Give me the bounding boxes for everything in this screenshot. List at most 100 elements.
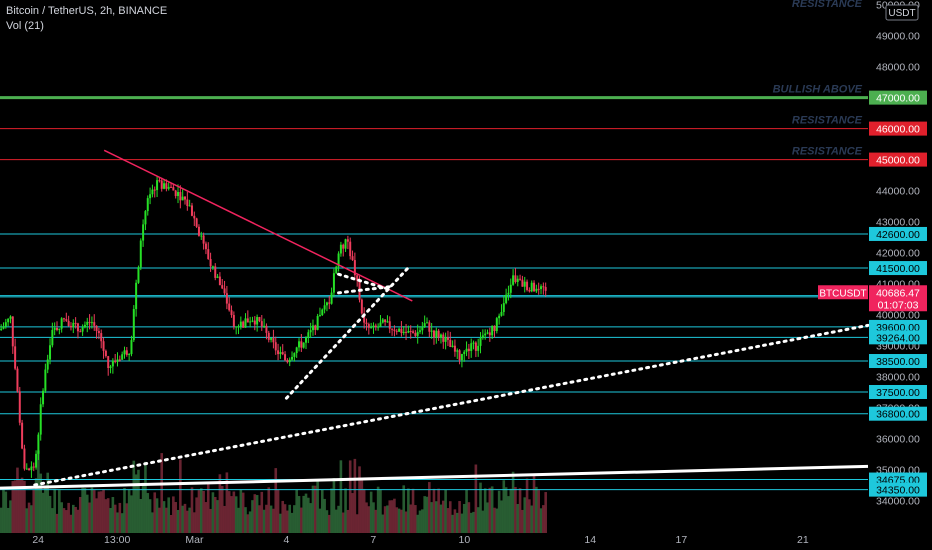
x-tick-label: 24 bbox=[32, 534, 44, 546]
top-resistance-annotation: RESISTANCE bbox=[792, 0, 863, 10]
current-price-tag bbox=[869, 285, 927, 312]
x-tick-label: 21 bbox=[797, 534, 809, 546]
candle-body bbox=[18, 391, 21, 423]
volume-bar bbox=[183, 503, 187, 533]
volume-bar bbox=[232, 491, 236, 533]
candle-body bbox=[79, 331, 82, 333]
level-tag-label: 45000.00 bbox=[876, 155, 920, 167]
volume-bar bbox=[293, 505, 296, 533]
candle-body bbox=[121, 354, 124, 360]
time-axis[interactable]: 24 13:00 Mar 4 7 10 14 17 21 bbox=[32, 534, 809, 546]
volume-bar bbox=[20, 477, 24, 533]
volume-bar bbox=[11, 481, 15, 533]
volume-bar bbox=[2, 488, 5, 533]
volume-bar bbox=[290, 512, 294, 533]
volume-bar bbox=[481, 510, 485, 533]
volume-bar bbox=[453, 509, 457, 533]
candle-body bbox=[107, 356, 110, 368]
volume-bar bbox=[511, 471, 515, 533]
candle-body bbox=[35, 453, 38, 468]
candle-body bbox=[493, 325, 496, 332]
volume-bar bbox=[60, 502, 63, 533]
candle-body bbox=[277, 350, 280, 355]
candle-body bbox=[442, 334, 445, 342]
volume-bar bbox=[125, 503, 129, 533]
candle-body bbox=[49, 345, 52, 360]
trendline bbox=[0, 464, 869, 490]
volume-bar bbox=[355, 514, 359, 533]
volume-bar bbox=[428, 482, 431, 533]
volume-bar bbox=[262, 509, 266, 533]
volume-bar bbox=[421, 509, 424, 533]
candle-body bbox=[439, 334, 442, 338]
volume-bar bbox=[320, 489, 324, 533]
candle-body bbox=[53, 327, 56, 330]
candle-body bbox=[453, 345, 456, 352]
candle-body bbox=[153, 189, 156, 191]
volume-bar bbox=[137, 469, 140, 533]
candle-body bbox=[183, 196, 186, 200]
candle-body bbox=[21, 422, 24, 449]
candle-body bbox=[90, 322, 93, 324]
level-tag bbox=[869, 226, 927, 241]
volume-bar bbox=[148, 499, 152, 533]
volume-bar bbox=[260, 491, 264, 533]
volume-bar bbox=[300, 507, 303, 533]
volume-bar bbox=[71, 504, 75, 533]
candle-body bbox=[298, 341, 301, 348]
candle-body bbox=[377, 326, 380, 328]
candle-body bbox=[330, 292, 333, 304]
candle-body bbox=[177, 192, 180, 197]
volume-bar bbox=[521, 509, 524, 533]
candle-body bbox=[132, 309, 135, 341]
level-tag-label: 38500.00 bbox=[876, 356, 920, 368]
candle-body bbox=[95, 325, 98, 332]
volume-bar bbox=[337, 505, 340, 533]
currency-badge-label: USDT bbox=[888, 8, 915, 19]
volume-bar bbox=[239, 489, 243, 533]
candle-body bbox=[288, 359, 291, 363]
candle-body bbox=[498, 315, 501, 319]
volume-bar bbox=[414, 505, 417, 533]
candle-body bbox=[267, 332, 270, 340]
volume-bar bbox=[255, 495, 259, 533]
candle-body bbox=[232, 315, 235, 327]
volume-bar bbox=[104, 499, 108, 533]
candle-body bbox=[370, 327, 373, 329]
candle-body bbox=[467, 348, 470, 352]
volume-bar bbox=[213, 496, 217, 533]
volume-bar bbox=[446, 508, 450, 533]
candle-body bbox=[9, 316, 12, 319]
candle-body bbox=[474, 342, 477, 351]
volume-bar bbox=[76, 509, 80, 533]
level-tag-label: 39264.00 bbox=[876, 332, 920, 344]
candle-body bbox=[163, 183, 166, 189]
volume-bar bbox=[351, 493, 354, 533]
candle-body bbox=[139, 240, 142, 268]
candle-body bbox=[519, 278, 522, 280]
candle-body bbox=[446, 337, 449, 340]
level-annotation: RESISTANCE bbox=[792, 146, 863, 158]
candle-body bbox=[225, 293, 228, 304]
candle-body bbox=[465, 348, 468, 352]
volume-bar bbox=[514, 486, 517, 533]
candle-body bbox=[195, 218, 198, 227]
volume-bar bbox=[472, 511, 475, 533]
volume-bar bbox=[307, 497, 310, 533]
candle-body bbox=[458, 350, 461, 361]
candle-body bbox=[160, 180, 163, 189]
candle-body bbox=[118, 359, 121, 361]
candle-body bbox=[502, 303, 505, 312]
candle-body bbox=[4, 322, 7, 327]
candle-body bbox=[449, 339, 452, 347]
y-tick-label: 38000.00 bbox=[876, 372, 920, 384]
volume-bar bbox=[202, 491, 205, 533]
candle-body bbox=[235, 326, 238, 328]
candle-body bbox=[381, 319, 384, 323]
volume-bar bbox=[474, 464, 478, 533]
candle-body bbox=[25, 468, 28, 470]
candle-body bbox=[51, 329, 54, 346]
candle-body bbox=[76, 323, 79, 332]
candle-body bbox=[197, 226, 200, 236]
